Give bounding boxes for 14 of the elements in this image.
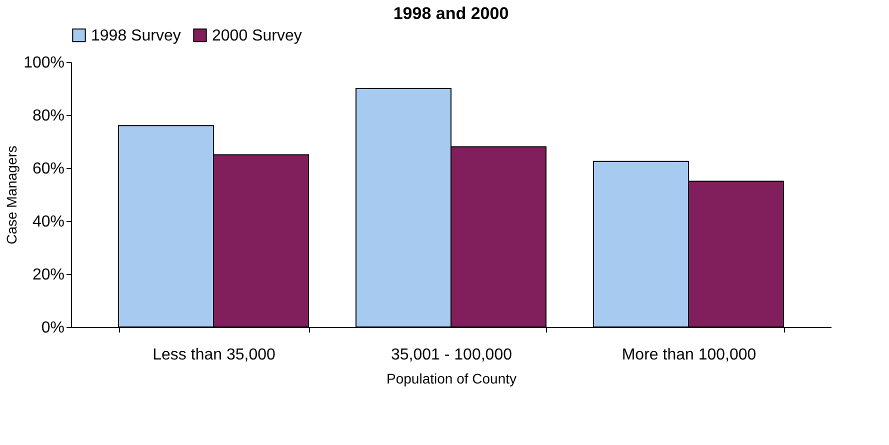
- chart-title: 1998 and 2000: [393, 4, 509, 23]
- legend-label: 2000 Survey: [212, 27, 302, 44]
- y-tick-label: 60%: [32, 160, 64, 178]
- x-tick-label: 35,001 - 100,000: [391, 346, 512, 364]
- x-tick-label: Less than 35,000: [152, 346, 276, 364]
- y-tick-label: 80%: [32, 108, 64, 124]
- y-axis-title: Case Managers: [4, 146, 20, 244]
- y-tick-label: 100%: [24, 54, 64, 72]
- x-tick-label: More than 100,000: [622, 346, 756, 364]
- legend-label: 1998 Survey: [91, 27, 181, 44]
- y-tick-label: 0%: [41, 320, 64, 336]
- y-tick-label: 20%: [32, 266, 64, 284]
- x-axis-title: Population of County: [386, 370, 516, 386]
- y-tick-label: 40%: [32, 214, 64, 230]
